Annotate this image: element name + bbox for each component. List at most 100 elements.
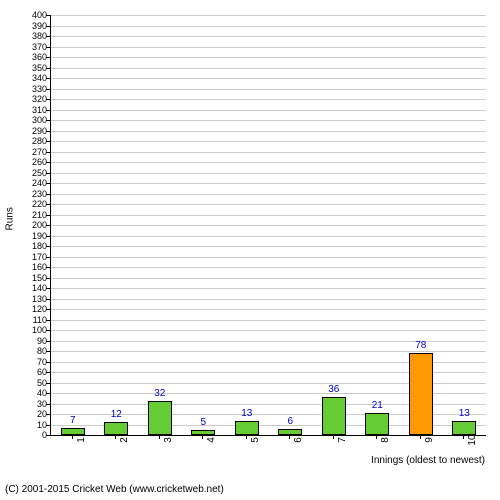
x-tick-label: 2 <box>119 437 130 443</box>
y-tick-mark <box>46 194 50 195</box>
grid-line <box>51 57 486 58</box>
y-tick-label: 220 <box>22 199 47 209</box>
y-tick-label: 240 <box>22 178 47 188</box>
y-tick-label: 30 <box>22 399 47 409</box>
y-tick-mark <box>46 173 50 174</box>
y-tick-mark <box>46 414 50 415</box>
bar <box>235 421 259 435</box>
y-tick-mark <box>46 341 50 342</box>
y-tick-label: 120 <box>22 304 47 314</box>
grid-line <box>51 110 486 111</box>
x-tick-label: 7 <box>337 437 348 443</box>
y-tick-mark <box>46 204 50 205</box>
y-tick-mark <box>46 320 50 321</box>
y-tick-mark <box>46 225 50 226</box>
bar-value-label: 32 <box>154 388 165 399</box>
x-tick-mark <box>420 435 421 439</box>
x-tick-mark <box>376 435 377 439</box>
y-tick-label: 190 <box>22 231 47 241</box>
y-tick-mark <box>46 120 50 121</box>
y-tick-label: 290 <box>22 126 47 136</box>
grid-line <box>51 152 486 153</box>
y-tick-mark <box>46 330 50 331</box>
y-tick-mark <box>46 267 50 268</box>
grid-line <box>51 236 486 237</box>
grid-line <box>51 320 486 321</box>
y-tick-label: 280 <box>22 136 47 146</box>
grid-line <box>51 194 486 195</box>
grid-line <box>51 225 486 226</box>
y-tick-mark <box>46 162 50 163</box>
y-tick-label: 370 <box>22 42 47 52</box>
y-tick-mark <box>46 435 50 436</box>
grid-line <box>51 99 486 100</box>
y-tick-mark <box>46 362 50 363</box>
y-tick-mark <box>46 57 50 58</box>
bar-value-label: 78 <box>415 340 426 351</box>
y-tick-mark <box>46 47 50 48</box>
x-tick-label: 8 <box>380 437 391 443</box>
y-tick-mark <box>46 278 50 279</box>
grid-line <box>51 89 486 90</box>
y-tick-label: 300 <box>22 115 47 125</box>
bar-value-label: 5 <box>200 417 206 428</box>
y-tick-label: 200 <box>22 220 47 230</box>
y-tick-label: 340 <box>22 73 47 83</box>
x-tick-label: 10 <box>467 434 478 445</box>
y-tick-mark <box>46 309 50 310</box>
bar <box>61 428 85 435</box>
y-tick-label: 210 <box>22 210 47 220</box>
y-tick-label: 100 <box>22 325 47 335</box>
y-tick-mark <box>46 89 50 90</box>
copyright-text: (C) 2001-2015 Cricket Web (www.cricketwe… <box>5 484 224 495</box>
y-tick-label: 350 <box>22 63 47 73</box>
y-tick-label: 20 <box>22 409 47 419</box>
grid-line <box>51 68 486 69</box>
x-tick-mark <box>115 435 116 439</box>
grid-line <box>51 141 486 142</box>
grid-line <box>51 351 486 352</box>
chart-container: 71232513636217813 Runs Innings (oldest t… <box>0 0 500 500</box>
y-tick-label: 170 <box>22 252 47 262</box>
y-tick-label: 110 <box>22 315 47 325</box>
bar-value-label: 7 <box>70 415 76 426</box>
x-tick-label: 3 <box>163 437 174 443</box>
bar-value-label: 13 <box>459 408 470 419</box>
y-tick-mark <box>46 236 50 237</box>
y-tick-label: 10 <box>22 420 47 430</box>
bar-value-label: 21 <box>372 400 383 411</box>
y-tick-mark <box>46 215 50 216</box>
y-tick-label: 60 <box>22 367 47 377</box>
y-tick-mark <box>46 131 50 132</box>
bar <box>104 422 128 435</box>
y-tick-mark <box>46 15 50 16</box>
x-tick-mark <box>333 435 334 439</box>
bar-value-label: 13 <box>241 408 252 419</box>
y-tick-label: 50 <box>22 378 47 388</box>
x-tick-label: 6 <box>293 437 304 443</box>
grid-line <box>51 246 486 247</box>
bar <box>409 353 433 435</box>
bar-value-label: 12 <box>111 409 122 420</box>
y-tick-label: 230 <box>22 189 47 199</box>
y-tick-mark <box>46 183 50 184</box>
grid-line <box>51 131 486 132</box>
grid-line <box>51 215 486 216</box>
bar-value-label: 36 <box>328 384 339 395</box>
grid-line <box>51 204 486 205</box>
grid-line <box>51 47 486 48</box>
y-tick-label: 260 <box>22 157 47 167</box>
bar-value-label: 6 <box>287 416 293 427</box>
y-tick-mark <box>46 141 50 142</box>
x-tick-mark <box>289 435 290 439</box>
y-tick-label: 250 <box>22 168 47 178</box>
y-tick-label: 380 <box>22 31 47 41</box>
x-tick-mark <box>246 435 247 439</box>
x-tick-label: 4 <box>206 437 217 443</box>
bar <box>148 401 172 435</box>
grid-line <box>51 120 486 121</box>
x-tick-label: 9 <box>424 437 435 443</box>
y-tick-label: 130 <box>22 294 47 304</box>
y-tick-mark <box>46 425 50 426</box>
y-tick-label: 150 <box>22 273 47 283</box>
